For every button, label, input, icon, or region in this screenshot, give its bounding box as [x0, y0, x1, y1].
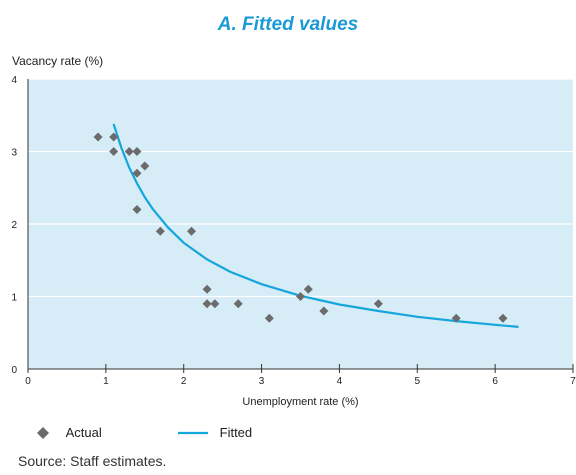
actual-point: [210, 299, 220, 309]
actual-point: [451, 313, 461, 323]
y-axis-ticks: 0 1 2 3 4: [11, 75, 17, 376]
legend-label-actual: Actual: [65, 425, 102, 441]
actual-point: [140, 161, 150, 171]
diamond-icon: [37, 426, 49, 439]
line-icon: [178, 431, 208, 434]
x-axis-ticks: 0 1 2 3 4 5 6 7: [25, 364, 576, 387]
legend-label-fitted: Fitted: [219, 425, 253, 441]
fitted-line: [112, 123, 519, 328]
actual-point: [187, 226, 196, 236]
y-tick-label: 0: [11, 365, 17, 376]
actual-point: [124, 147, 134, 156]
actual-point: [155, 226, 165, 236]
y-tick-label: 2: [11, 220, 17, 231]
x-tick-label: 5: [415, 376, 421, 387]
x-tick-label: 6: [492, 376, 498, 387]
actual-point: [93, 132, 103, 142]
actual-point: [202, 299, 212, 309]
actual-point: [296, 292, 305, 301]
legend-item-actual: Actual: [36, 424, 102, 440]
actual-point: [319, 306, 329, 316]
actual-point: [132, 168, 142, 178]
actual-point: [264, 313, 274, 323]
actual-point: [132, 147, 142, 156]
x-tick-label: 0: [25, 376, 31, 387]
actual-point: [109, 132, 119, 142]
actual-point: [303, 284, 313, 294]
y-tick-label: 3: [11, 148, 17, 159]
x-tick-label: 1: [103, 376, 109, 387]
x-axis-label: Unemployment rate (%): [242, 396, 358, 408]
y-tick-label: 1: [11, 293, 17, 304]
y-tick-label: 4: [11, 75, 17, 86]
x-tick-label: 2: [181, 376, 187, 387]
x-tick-label: 4: [337, 376, 343, 387]
actual-point: [498, 313, 508, 323]
actual-point: [132, 205, 142, 214]
actual-points: [93, 132, 508, 323]
chart-title: A. Fitted values: [217, 14, 359, 35]
x-tick-label: 3: [259, 376, 265, 387]
legend-item-fitted: Fitted: [178, 424, 252, 440]
actual-point: [233, 299, 243, 309]
x-tick-label: 7: [570, 376, 576, 387]
actual-point: [202, 284, 212, 294]
source-note: Source: Staff estimates.: [18, 453, 167, 469]
axes: [27, 79, 573, 370]
scatter-plot: 0 1 2 3 4 5 6 7 0 1 2 3 4 Unemployment rate (%): [11, 75, 576, 408]
actual-point: [109, 147, 119, 156]
y-axis-label: Vacancy rate (%): [12, 54, 104, 68]
actual-point: [373, 299, 383, 309]
